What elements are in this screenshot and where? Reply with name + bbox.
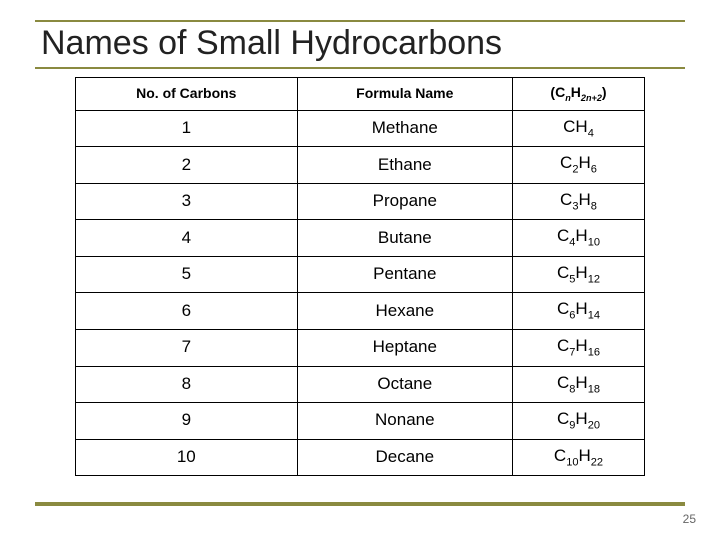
cell-carbons: 7: [76, 329, 298, 366]
slide-title: Names of Small Hydrocarbons: [35, 24, 685, 63]
cell-carbons: 1: [76, 110, 298, 147]
cell-name: Octane: [297, 366, 512, 403]
cell-formula: C8H18: [512, 366, 644, 403]
cell-formula: C6H14: [512, 293, 644, 330]
cell-name: Methane: [297, 110, 512, 147]
cell-formula: C4H10: [512, 220, 644, 257]
cell-name: Ethane: [297, 147, 512, 184]
table-header-row: No. of Carbons Formula Name (CnH2n+2): [76, 78, 645, 111]
cell-name: Hexane: [297, 293, 512, 330]
title-container: Names of Small Hydrocarbons: [35, 20, 685, 69]
cell-name: Heptane: [297, 329, 512, 366]
hydrocarbons-table: No. of Carbons Formula Name (CnH2n+2) 1M…: [75, 77, 645, 476]
cell-name: Propane: [297, 183, 512, 220]
table-row: 8OctaneC8H18: [76, 366, 645, 403]
table-row: 7HeptaneC7H16: [76, 329, 645, 366]
cell-formula: C9H20: [512, 403, 644, 440]
cell-carbons: 6: [76, 293, 298, 330]
footer-rule: [35, 502, 685, 506]
cell-formula: C7H16: [512, 329, 644, 366]
cell-carbons: 8: [76, 366, 298, 403]
table-row: 9NonaneC9H20: [76, 403, 645, 440]
table-row: 2EthaneC2H6: [76, 147, 645, 184]
cell-carbons: 2: [76, 147, 298, 184]
table-row: 6HexaneC6H14: [76, 293, 645, 330]
table-row: 3PropaneC3H8: [76, 183, 645, 220]
cell-name: Decane: [297, 439, 512, 476]
cell-carbons: 9: [76, 403, 298, 440]
cell-formula: C3H8: [512, 183, 644, 220]
cell-carbons: 3: [76, 183, 298, 220]
cell-carbons: 4: [76, 220, 298, 257]
table-row: 5PentaneC5H12: [76, 256, 645, 293]
cell-carbons: 5: [76, 256, 298, 293]
table-row: 10DecaneC10H22: [76, 439, 645, 476]
col-header-formula: (CnH2n+2): [512, 78, 644, 111]
cell-carbons: 10: [76, 439, 298, 476]
table-row: 1MethaneCH4: [76, 110, 645, 147]
cell-name: Pentane: [297, 256, 512, 293]
col-header-name: Formula Name: [297, 78, 512, 111]
cell-formula: C5H12: [512, 256, 644, 293]
col-header-carbons: No. of Carbons: [76, 78, 298, 111]
cell-formula: C2H6: [512, 147, 644, 184]
page-number: 25: [683, 512, 696, 526]
cell-name: Nonane: [297, 403, 512, 440]
cell-formula: CH4: [512, 110, 644, 147]
cell-formula: C10H22: [512, 439, 644, 476]
table-row: 4ButaneC4H10: [76, 220, 645, 257]
cell-name: Butane: [297, 220, 512, 257]
